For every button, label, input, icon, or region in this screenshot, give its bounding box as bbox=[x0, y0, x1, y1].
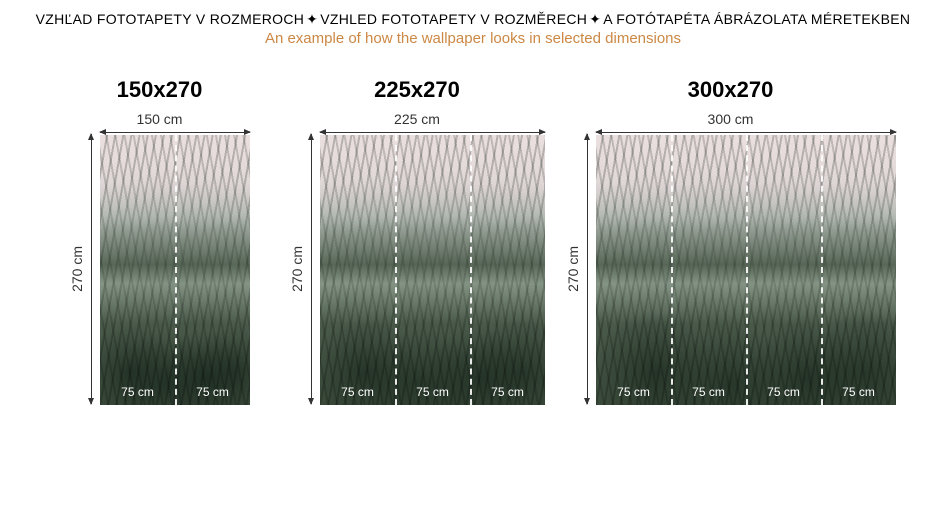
image-block: 75 cm 75 cm bbox=[100, 132, 250, 405]
panel-body: 270 cm 75 cm 75 cm bbox=[565, 132, 896, 405]
header-subtitle: An example of how the wallpaper looks in… bbox=[20, 30, 926, 47]
strip-labels: 75 cm 75 cm 75 cm bbox=[320, 385, 545, 399]
vert-arrow-icon bbox=[311, 134, 312, 404]
height-section: 270 cm bbox=[289, 134, 312, 404]
panel-body: 270 cm 75 cm 75 cm bbox=[69, 132, 250, 405]
horiz-arrow-icon bbox=[100, 132, 250, 133]
vert-arrow-icon bbox=[587, 134, 588, 404]
strip-label-text: 75 cm bbox=[821, 385, 896, 399]
sparkle-icon: ✦ bbox=[306, 10, 318, 28]
strip-divider bbox=[671, 135, 673, 405]
sparkle-icon: ✦ bbox=[589, 10, 601, 28]
strip-label-text: 75 cm bbox=[671, 385, 746, 399]
wallpaper-preview: 75 cm 75 cm 75 cm 75 cm bbox=[596, 135, 896, 405]
vert-arrow-icon bbox=[91, 134, 92, 404]
header-block: VZHĽAD FOTOTAPETY V ROZMEROCH ✦ VZHLED F… bbox=[20, 10, 926, 47]
panel-title: 300x270 bbox=[688, 77, 774, 103]
strip-label-text: 75 cm bbox=[320, 385, 395, 399]
strip-labels: 75 cm 75 cm 75 cm 75 cm bbox=[596, 385, 896, 399]
horiz-arrow-icon bbox=[320, 132, 545, 133]
strip-divider bbox=[395, 135, 397, 405]
height-label: 270 cm bbox=[289, 246, 305, 292]
panel-title: 225x270 bbox=[374, 77, 460, 103]
strip-label-text: 75 cm bbox=[395, 385, 470, 399]
header-sk: VZHĽAD FOTOTAPETY V ROZMEROCH bbox=[36, 10, 305, 28]
strip-divider bbox=[175, 135, 177, 405]
height-label: 270 cm bbox=[565, 246, 581, 292]
panel-225x270: 225x270 225 cm 270 cm 75 cm bbox=[289, 77, 545, 405]
horiz-arrow-icon bbox=[596, 132, 896, 133]
header-hu: A FOTÓTAPÉTA ÁBRÁZOLATA MÉRETEKBEN bbox=[603, 10, 910, 28]
image-block: 75 cm 75 cm 75 cm bbox=[320, 132, 545, 405]
header-multilang: VZHĽAD FOTOTAPETY V ROZMEROCH ✦ VZHLED F… bbox=[20, 10, 926, 28]
strip-label-text: 75 cm bbox=[175, 385, 250, 399]
panel-width-label: 300 cm bbox=[708, 111, 754, 127]
height-section: 270 cm bbox=[69, 134, 92, 404]
panel-width-label: 150 cm bbox=[137, 111, 183, 127]
wallpaper-preview: 75 cm 75 cm 75 cm bbox=[320, 135, 545, 405]
wallpaper-preview: 75 cm 75 cm bbox=[100, 135, 250, 405]
strip-label-text: 75 cm bbox=[100, 385, 175, 399]
panel-title: 150x270 bbox=[117, 77, 203, 103]
panel-width-label: 225 cm bbox=[394, 111, 440, 127]
strip-divider bbox=[746, 135, 748, 405]
strip-label-text: 75 cm bbox=[596, 385, 671, 399]
panel-body: 270 cm 75 cm 75 cm 75 cm bbox=[289, 132, 545, 405]
strip-divider bbox=[470, 135, 472, 405]
height-label: 270 cm bbox=[69, 246, 85, 292]
panels-container: 150x270 150 cm 270 cm 75 cm bbox=[20, 77, 926, 405]
strip-labels: 75 cm 75 cm bbox=[100, 385, 250, 399]
panel-300x270: 300x270 300 cm 270 cm bbox=[565, 77, 896, 405]
header-cz: VZHLED FOTOTAPETY V ROZMĚRECH bbox=[320, 10, 587, 28]
strip-divider bbox=[821, 135, 823, 405]
strip-label-text: 75 cm bbox=[746, 385, 821, 399]
image-block: 75 cm 75 cm 75 cm 75 cm bbox=[596, 132, 896, 405]
strip-label-text: 75 cm bbox=[470, 385, 545, 399]
panel-150x270: 150x270 150 cm 270 cm 75 cm bbox=[50, 77, 269, 405]
height-section: 270 cm bbox=[565, 134, 588, 404]
